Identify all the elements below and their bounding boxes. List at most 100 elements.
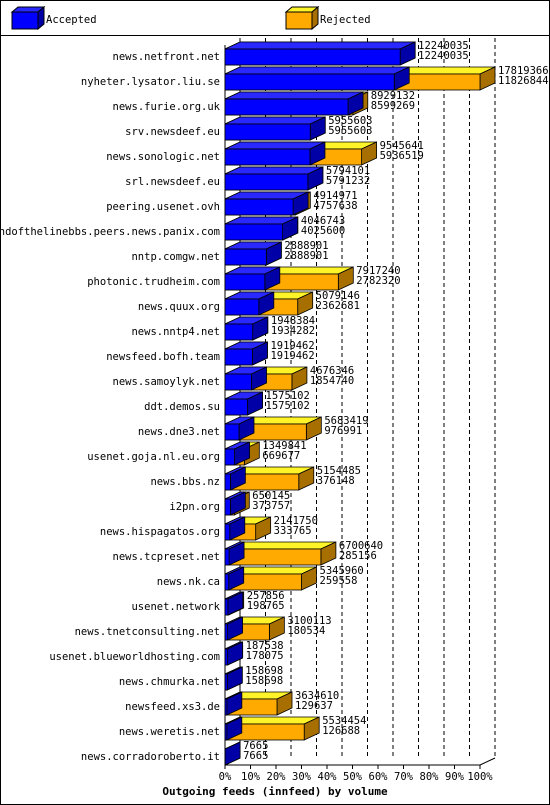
- bar: [224, 73, 395, 91]
- value-label: 4914971: [313, 190, 357, 202]
- bar: [224, 48, 401, 66]
- y-tick-label: news.weretis.net: [119, 726, 220, 738]
- bar-side: [227, 591, 244, 616]
- x-tick-label: 20%: [267, 771, 287, 783]
- value-label: 11826844: [498, 75, 549, 87]
- legend-label: Accepted: [46, 14, 97, 26]
- value-label: 5345960: [320, 565, 364, 577]
- value-label: 8929132: [371, 90, 415, 102]
- value-label: 5955603: [328, 125, 372, 137]
- bar: [224, 273, 266, 291]
- value-label: 976991: [324, 425, 362, 437]
- value-label: 376148: [317, 475, 355, 487]
- y-tick-label: news.bbs.nz: [150, 476, 220, 488]
- value-label: 5683419: [324, 415, 368, 427]
- x-tick-label: 0%: [219, 771, 232, 783]
- bar-top: [224, 91, 364, 100]
- bar-top: [224, 41, 416, 50]
- y-tick-label: peering.usenet.ovh: [106, 201, 220, 213]
- value-label: 2362681: [316, 300, 360, 312]
- y-tick-label: news.tcpreset.net: [113, 551, 220, 563]
- value-label: 650145: [252, 490, 290, 502]
- value-label: 669677: [262, 450, 300, 462]
- y-tick-label: news.corradoroberto.it: [81, 751, 220, 763]
- value-label: 3100113: [287, 615, 331, 627]
- y-tick-label: newsfeed.xs3.de: [125, 701, 220, 713]
- value-label: 2782320: [356, 275, 400, 287]
- axis-line: [479, 757, 496, 766]
- value-label: 6700640: [339, 540, 383, 552]
- bar: [224, 148, 311, 166]
- x-tick-label: 10%: [241, 771, 261, 783]
- value-label: 2888901: [284, 240, 328, 252]
- bar: [224, 198, 294, 216]
- value-label: 5955603: [328, 115, 372, 127]
- x-tick-label: 30%: [292, 771, 312, 783]
- bar: [224, 673, 228, 691]
- legend-swatch: [11, 11, 39, 30]
- bar: [224, 398, 248, 416]
- y-tick-label: news.quux.org: [138, 301, 220, 313]
- chart-title: Outgoing feeds (innfeed) by volume: [162, 785, 388, 798]
- x-tick-label: 100%: [467, 771, 493, 783]
- y-tick-label: news.dne3.net: [138, 426, 220, 438]
- value-label: 17819366: [498, 65, 549, 77]
- value-label: 373757: [252, 500, 290, 512]
- x-tick-label: 60%: [369, 771, 389, 783]
- value-label: 5079146: [316, 290, 360, 302]
- x-tick-label: 50%: [343, 771, 363, 783]
- y-tick-label: news.hispagatos.org: [100, 526, 220, 538]
- y-tick-label: i2pn.org: [169, 501, 220, 513]
- value-label: 1919462: [270, 350, 314, 362]
- y-tick-label: srl.newsdeef.eu: [125, 176, 220, 188]
- legend-label: Rejected: [320, 14, 371, 26]
- value-label: 180534: [287, 625, 325, 637]
- y-tick-label: nntp.comgw.net: [131, 251, 220, 263]
- x-tick-label: 70%: [394, 771, 414, 783]
- y-tick-label: nyheter.lysator.liu.se: [81, 76, 220, 88]
- y-tick-label: news.nntp4.net: [131, 326, 220, 338]
- y-tick-label: news.samoylyk.net: [113, 376, 220, 388]
- value-label: 4025600: [301, 225, 345, 237]
- value-label: 285156: [339, 550, 377, 562]
- value-label: 1854740: [310, 375, 354, 387]
- value-label: 12240035: [418, 40, 469, 52]
- bar: [224, 373, 252, 391]
- value-label: 1948384: [271, 315, 315, 327]
- bar: [224, 573, 230, 591]
- bar: [224, 323, 254, 341]
- bar: [224, 648, 228, 666]
- bar: [224, 123, 311, 141]
- value-label: 4676346: [310, 365, 354, 377]
- y-tick-label: news.netfront.net: [113, 51, 220, 63]
- y-tick-label: news.sonologic.net: [106, 151, 220, 163]
- legend-swatch: [285, 11, 313, 30]
- y-tick-label: news.tnetconsulting.net: [75, 626, 220, 638]
- value-label: 129637: [295, 700, 333, 712]
- bar: [224, 298, 260, 316]
- value-label: 8599269: [371, 100, 415, 112]
- y-tick-label: newsfeed.bofh.team: [106, 351, 220, 363]
- value-label: 259558: [320, 575, 358, 587]
- value-label: 5791232: [326, 175, 370, 187]
- value-label: 158698: [245, 665, 283, 677]
- bar: [224, 598, 229, 616]
- y-tick-label: news.chmurka.net: [119, 676, 220, 688]
- value-label: 1575102: [266, 400, 310, 412]
- value-label: 5794101: [326, 165, 370, 177]
- x-tick-label: 40%: [318, 771, 338, 783]
- value-label: 1934282: [271, 325, 315, 337]
- bar-side: [224, 741, 241, 766]
- y-tick-label: srv.newsdeef.eu: [125, 126, 220, 138]
- bar-top: [224, 66, 410, 75]
- bar: [224, 548, 230, 566]
- value-label: 7665: [243, 740, 268, 752]
- bar: [224, 173, 309, 191]
- value-label: 2141750: [274, 515, 318, 527]
- bar-top: [224, 116, 326, 125]
- bar: [224, 698, 228, 716]
- y-tick-label: news.nk.ca: [157, 576, 220, 588]
- x-tick-label: 90%: [445, 771, 465, 783]
- value-label: 158698: [245, 675, 283, 687]
